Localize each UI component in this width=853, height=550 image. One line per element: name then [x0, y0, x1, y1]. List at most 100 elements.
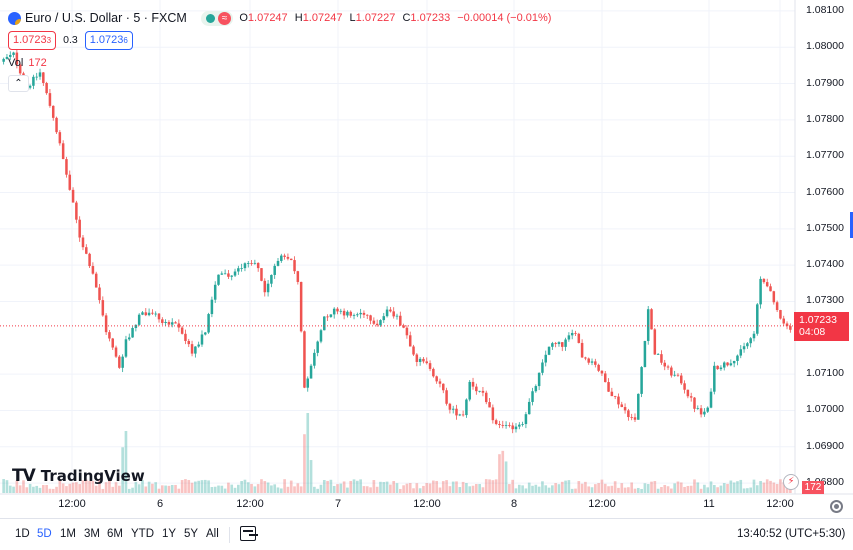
range-button-1y[interactable]: 1Y — [162, 528, 177, 540]
candle-body — [91, 266, 95, 274]
candle-body — [422, 358, 425, 362]
volume-bar — [32, 486, 35, 493]
candle-body — [455, 408, 458, 416]
volume-bar — [557, 484, 561, 493]
time-tick-label: 8 — [510, 498, 518, 510]
volume-bar — [68, 483, 72, 493]
candle-body — [154, 313, 157, 315]
lightning-icon[interactable]: ⚡ — [783, 474, 799, 490]
volume-bar — [666, 486, 670, 493]
range-button-3m[interactable]: 3M — [84, 528, 100, 540]
volume-bar — [124, 431, 128, 493]
candle-body — [230, 275, 233, 277]
range-button-1d[interactable]: 1D — [15, 528, 30, 540]
candle-body — [511, 425, 514, 430]
volume-histogram — [2, 413, 792, 493]
volume-bar — [339, 483, 343, 493]
candle-body — [610, 391, 614, 397]
candle-body — [246, 263, 250, 264]
candle-body — [742, 346, 746, 350]
volume-bar — [415, 483, 419, 493]
candle-body — [537, 372, 541, 387]
candle-body — [752, 333, 756, 339]
volume-bar — [524, 488, 528, 493]
volume-bar — [498, 454, 501, 493]
volume-bar — [203, 479, 207, 493]
range-button-1m[interactable]: 1M — [60, 528, 76, 540]
volume-bar — [296, 483, 300, 493]
volume-bar — [458, 487, 462, 493]
volume-bar — [580, 483, 584, 493]
volume-bar — [243, 479, 247, 493]
ohlc-values: O1.07247 H1.07247 L1.07227 C1.07233 −0.0… — [239, 12, 555, 24]
candle-body — [55, 117, 58, 133]
price-tick-label: 1.07400 — [806, 258, 844, 271]
candle-body — [256, 262, 260, 269]
volume-bar — [627, 487, 630, 493]
candle-body — [85, 247, 88, 254]
price-chart[interactable] — [0, 0, 853, 518]
volume-bar — [660, 487, 663, 493]
volume-bar — [349, 480, 353, 493]
volume-bar — [108, 479, 111, 493]
go-to-date-icon[interactable] — [240, 526, 258, 541]
volume-bar — [91, 480, 95, 493]
volume-key[interactable]: Vol — [8, 57, 24, 69]
candle-body — [415, 354, 419, 362]
volume-bar — [478, 484, 481, 493]
range-button-5d[interactable]: 5D — [37, 528, 52, 540]
volume-bar — [127, 488, 131, 493]
volume-bar — [455, 481, 458, 493]
candle-body — [405, 327, 409, 336]
candle-body — [491, 407, 495, 421]
buy-button[interactable]: 1.0723 6 — [84, 30, 133, 50]
market-open-dot-icon — [205, 13, 215, 23]
candle-body — [273, 265, 276, 275]
volume-bar — [246, 482, 250, 493]
market-status[interactable]: ≈ — [200, 10, 234, 26]
volume-bar — [451, 481, 455, 493]
candle-body — [15, 52, 19, 65]
symbol-title[interactable]: Euro / U.S. Dollar · 5 · FXCM — [25, 11, 187, 25]
candle-body — [197, 344, 200, 347]
sell-button[interactable]: 1.0723 3 — [8, 30, 57, 50]
volume-bar — [432, 480, 435, 493]
volume-bar — [597, 483, 600, 493]
candle-body — [527, 401, 531, 415]
side-panel-marker[interactable] — [850, 212, 853, 238]
chevron-up-icon[interactable]: ⌃ — [8, 75, 29, 92]
ohlc-high-value: 1.07247 — [302, 12, 343, 24]
candle-body — [676, 374, 680, 376]
candle-body — [475, 386, 478, 392]
candle-body — [42, 72, 45, 83]
axis-settings-gear-icon[interactable] — [830, 500, 843, 513]
volume-bar — [299, 486, 303, 493]
volume-bar — [309, 460, 313, 493]
timezone-clock[interactable]: 13:40:52 (UTC+5:30) — [737, 528, 846, 540]
candle-body — [319, 330, 323, 342]
candle-body — [640, 367, 643, 394]
candle-body — [88, 253, 91, 267]
volume-bar — [703, 484, 706, 493]
candle-body — [51, 105, 55, 118]
range-button-all[interactable]: All — [206, 528, 219, 540]
volume-bar — [646, 484, 650, 493]
range-button-6m[interactable]: 6M — [107, 528, 123, 540]
range-button-5y[interactable]: 5Y — [184, 528, 199, 540]
candle-body — [296, 271, 300, 282]
tradingview-logo-icon: TV — [12, 466, 36, 486]
range-button-ytd[interactable]: YTD — [131, 528, 154, 540]
candle-body — [108, 332, 111, 339]
candle-body — [329, 314, 333, 317]
volume-bar — [233, 487, 237, 493]
time-tick-label: 12:00 — [588, 498, 616, 510]
candle-body — [303, 331, 306, 388]
candle-body — [346, 311, 349, 316]
volume-bar — [134, 481, 138, 493]
volume-bar — [2, 479, 5, 493]
volume-bar — [428, 483, 432, 493]
volume-bar — [283, 479, 286, 493]
candle-body — [574, 332, 577, 334]
tradingview-watermark: TV TradingView — [12, 466, 145, 486]
volume-bar — [293, 486, 296, 493]
